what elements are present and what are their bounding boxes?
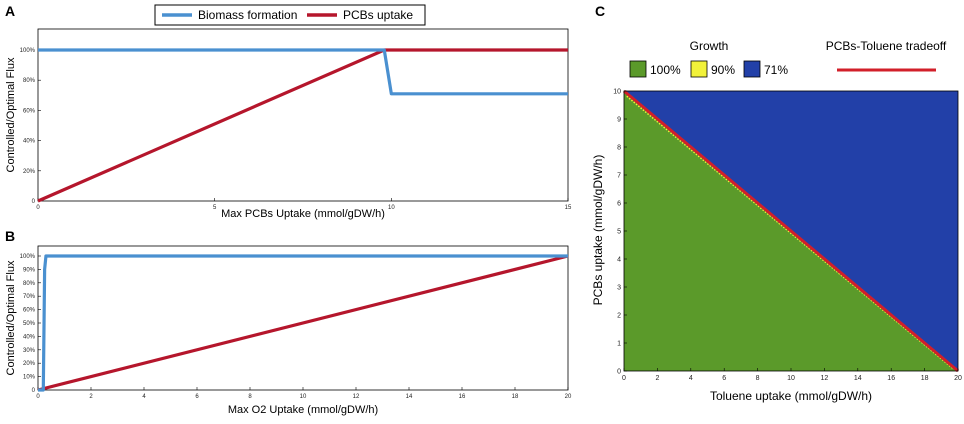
panel-a-series-pcbs-uptake xyxy=(37,48,568,203)
panel-a-series-biomass-formation xyxy=(38,48,568,96)
panel-b-frame xyxy=(37,245,569,391)
panel-b-ytick-label: 70% xyxy=(23,294,36,300)
panel-c-ytick-label: 0 xyxy=(617,369,621,376)
panel-c-ytick-label: 3 xyxy=(617,285,621,292)
panel-b-ylabel: Controlled/Optimal Flux xyxy=(5,260,17,375)
panel-b-ytick-label: 10% xyxy=(23,375,36,381)
legend-swatch-100 xyxy=(629,60,647,78)
panel-b-xlabel: Max O2 Uptake (mmol/gDW/h) xyxy=(228,404,378,416)
panel-c-ytick-label: 8 xyxy=(617,145,621,152)
panel-c-chart: Growth 100% 90% 71% PCBs-Toluene tradeof… xyxy=(591,39,962,403)
panel-a-xtick-label: 0 xyxy=(36,205,40,211)
panel-b-xtick-label: 20 xyxy=(565,394,572,400)
legend-label-pcbs: PCBs uptake xyxy=(343,8,413,22)
panel-b-xtick-label: 12 xyxy=(353,394,360,400)
panel-b-ytick-label: 20% xyxy=(23,361,36,367)
panel-a-ytick-label: 100% xyxy=(20,48,36,54)
tradeoff-legend-label: PCBs-Toluene tradeoff xyxy=(826,39,947,53)
legend-swatch-71 xyxy=(743,60,761,78)
panel-b-xtick-label: 8 xyxy=(248,394,252,400)
panel-b-xtick-label: 0 xyxy=(36,394,40,400)
panel-b-ytick-label: 80% xyxy=(23,281,36,287)
panel-c-xtick-label: 18 xyxy=(921,375,929,382)
panel-b-series-biomass-formation xyxy=(38,254,568,392)
panel-c-ytick-label: 4 xyxy=(617,257,621,264)
panel-c-xtick-label: 20 xyxy=(954,375,962,382)
panel-b-xtick-label: 14 xyxy=(406,394,413,400)
panel-c-xtick-label: 14 xyxy=(854,375,862,382)
panel-c-xtick-label: 16 xyxy=(887,375,895,382)
panel-b-xtick-label: 10 xyxy=(300,394,307,400)
panel-a-ytick-label: 20% xyxy=(23,169,36,175)
legend-label-100: 100% xyxy=(650,63,681,77)
panel-c-xtick-label: 12 xyxy=(821,375,829,382)
panel-b-series-pcbs-uptake xyxy=(37,254,569,392)
legend-swatch-90 xyxy=(690,60,708,78)
panel-c-ytick-label: 7 xyxy=(617,173,621,180)
panel-a-xtick-label: 15 xyxy=(565,205,572,211)
legend-label-90: 90% xyxy=(711,63,735,77)
panel-c-ytick-label: 1 xyxy=(617,341,621,348)
panel-b-ytick-label: 60% xyxy=(23,308,36,314)
panel-b-ytick-label: 0 xyxy=(32,388,36,394)
panel-b-xtick-label: 6 xyxy=(195,394,199,400)
panel-c-letter: C xyxy=(595,3,605,19)
panel-c-xtick-label: 6 xyxy=(722,375,726,382)
panel-c-ylabel: PCBs uptake (mmol/gDW/h) xyxy=(591,155,605,306)
panel-c-xtick-label: 2 xyxy=(655,375,659,382)
panel-a-ytick-label: 60% xyxy=(23,108,36,114)
panel-c-ytick-label: 10 xyxy=(613,89,621,96)
panel-a-xtick-label: 10 xyxy=(388,205,395,211)
panel-b-ytick-label: 30% xyxy=(23,348,36,354)
panel-c-ytick-label: 6 xyxy=(617,201,621,208)
panel-a-frame xyxy=(37,28,569,202)
panel-b-xtick-label: 2 xyxy=(89,394,93,400)
panel-a-ytick-label: 40% xyxy=(23,139,36,145)
panel-b-ytick-label: 100% xyxy=(20,254,36,260)
panel-b-letter: B xyxy=(5,228,15,244)
panel-b-ytick-label: 50% xyxy=(23,321,36,327)
panel-a-xlabel: Max PCBs Uptake (mmol/gDW/h) xyxy=(221,208,385,220)
panel-a-ytick-label: 80% xyxy=(23,78,36,84)
panel-c-xtick-label: 8 xyxy=(756,375,760,382)
panel-c-xtick-label: 4 xyxy=(689,375,693,382)
panel-a-ylabel: Controlled/Optimal Flux xyxy=(5,57,17,172)
panel-a-xtick-label: 5 xyxy=(213,205,217,211)
panel-c-xlabel: Toluene uptake (mmol/gDW/h) xyxy=(710,389,872,403)
panel-b-xtick-label: 18 xyxy=(512,394,519,400)
panel-b-chart: 0 2 4 6 8 10 12 14 16 18 20 0 10% 20% 30% 40% 50% 60% 70% 8… xyxy=(5,245,572,416)
panel-a-chart: 0 5 10 15 0 20% 40% 60% 80% 100% Max PCBs Uptake … xyxy=(5,28,572,220)
legend-label-71: 71% xyxy=(764,63,788,77)
legend-label-biomass: Biomass formation xyxy=(198,8,297,22)
panel-c-xtick-label: 0 xyxy=(622,375,626,382)
panel-c-xtick-label: 10 xyxy=(787,375,795,382)
panel-c-legend-title: Growth xyxy=(690,39,729,53)
tradeoff-line xyxy=(623,89,959,373)
top-legend: Biomass formation PCBs uptake xyxy=(154,4,426,26)
panel-a-letter: A xyxy=(5,3,15,19)
panel-b-xtick-label: 16 xyxy=(459,394,466,400)
panel-c-ytick-label: 5 xyxy=(617,229,621,236)
panel-b-xtick-label: 4 xyxy=(142,394,146,400)
panel-b-ytick-label: 90% xyxy=(23,267,36,273)
panel-b-ytick-label: 40% xyxy=(23,334,36,340)
panel-c-ytick-label: 2 xyxy=(617,313,621,320)
panel-a-ytick-label: 0 xyxy=(32,199,36,205)
panel-c-ytick-label: 9 xyxy=(617,117,621,124)
